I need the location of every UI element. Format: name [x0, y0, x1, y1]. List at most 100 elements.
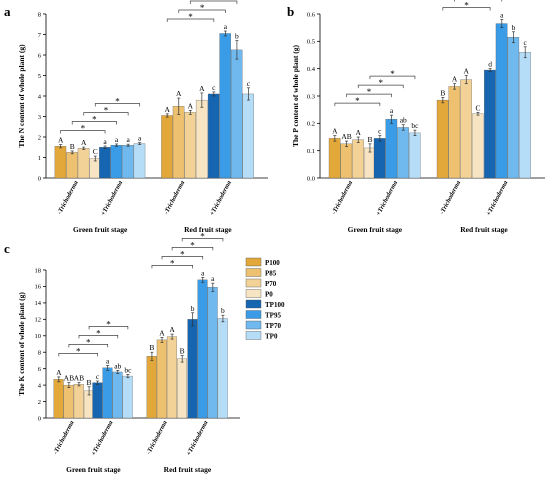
- panel-b: b 0.0 0.1 0.2 0.3 0.4 0.5 0.6 The P content of w…: [287, 0, 545, 234]
- comparison-bracket: [346, 93, 392, 98]
- y-tick-label: 0.6: [307, 11, 316, 18]
- significance-letter: A: [159, 328, 165, 337]
- treatment-label: +Trichoderma: [485, 179, 510, 217]
- significance-letter: a: [138, 134, 142, 143]
- legend: P100 P85 P70 P0 TP100 TP95 TP70 TP0: [245, 257, 285, 341]
- bar-P85: [172, 106, 185, 179]
- bar-TP0: [408, 132, 421, 179]
- y-tick-label: 0.3: [307, 93, 315, 100]
- bar-P100: [54, 146, 67, 179]
- significance-letter: B: [87, 378, 92, 387]
- bar-TP0: [133, 143, 146, 179]
- significance-letter: a: [106, 356, 110, 365]
- bar-P100: [436, 99, 449, 179]
- bar-TP0: [242, 93, 254, 179]
- significance-letter: b: [235, 32, 239, 41]
- treatment-label: +Trichoderma: [100, 179, 125, 217]
- significance-letter: C: [475, 103, 480, 112]
- legend-swatch: [245, 257, 262, 267]
- comparison-bracket: [442, 7, 491, 11]
- bar-P100: [53, 379, 64, 419]
- bar-P70: [460, 79, 472, 179]
- bar-TP95: [385, 119, 398, 179]
- bar-TP100: [92, 382, 103, 419]
- treatment-label: -Trichoderma: [52, 419, 76, 456]
- significance-letter: a: [211, 274, 215, 283]
- comparison-bracket: [189, 0, 238, 5]
- treatment-label: +Trichoderma: [375, 179, 400, 217]
- significance-letter: A: [356, 128, 362, 137]
- significance-letter: b: [191, 304, 195, 313]
- significance-letter: C: [93, 147, 98, 156]
- bar-TP70: [507, 37, 520, 179]
- bar-P85: [63, 384, 74, 419]
- significance-star: *: [180, 249, 185, 259]
- significance-letter: B: [440, 88, 445, 97]
- significance-letter: a: [500, 10, 504, 19]
- significance-letter: c: [378, 127, 382, 136]
- comparison-bracket: [71, 121, 117, 125]
- y-tick-label: 2: [38, 399, 41, 406]
- y-tick-label: 4: [38, 382, 42, 389]
- bar-TP70: [207, 287, 218, 419]
- bar-P100: [161, 115, 173, 179]
- comparison-bracket: [94, 103, 141, 107]
- significance-letter: a: [103, 137, 107, 146]
- y-tick-label: 4: [38, 93, 42, 100]
- significance-letter: a: [224, 22, 228, 31]
- significance-star: *: [170, 258, 175, 268]
- comparison-bracket: [181, 238, 224, 242]
- comparison-bracket: [334, 102, 381, 107]
- legend-label: TP100: [265, 301, 285, 309]
- significance-letter: c: [212, 83, 216, 92]
- stage-label: Red fruit stage: [184, 225, 232, 234]
- significance-letter: a: [390, 106, 394, 115]
- legend-label: P70: [265, 280, 277, 288]
- bar-P70: [73, 384, 84, 419]
- significance-letter: A: [176, 89, 182, 98]
- treatment-label: +Trichoderma: [185, 419, 210, 457]
- y-tick-label: 2: [38, 134, 41, 141]
- y-tick-label: 5: [38, 73, 41, 80]
- treatment-label: +Trichoderma: [90, 419, 115, 457]
- y-tick-label: 0.5: [307, 39, 315, 46]
- y-axis-label: The P content of whole plant (g): [291, 44, 300, 147]
- legend-label: TP0: [265, 333, 278, 341]
- comparison-bracket: [60, 130, 106, 134]
- bar-P70: [77, 148, 90, 179]
- bar-TP70: [122, 145, 134, 179]
- bar-TP95: [197, 279, 208, 419]
- bar-TP100: [207, 93, 220, 179]
- bar-TP0: [217, 318, 228, 419]
- bar-TP100: [373, 138, 386, 179]
- bar-P0: [195, 99, 208, 179]
- bar-TP95: [110, 145, 123, 179]
- treatment-label: +Trichoderma: [209, 179, 234, 217]
- comparison-bracket: [369, 75, 416, 80]
- significance-star: *: [92, 115, 97, 125]
- bar-TP70: [397, 127, 409, 179]
- treatment-label: -Trichoderma: [163, 179, 187, 216]
- comparison-bracket: [166, 18, 215, 23]
- bar-P0: [471, 113, 484, 179]
- significance-star: *: [86, 337, 91, 347]
- treatment-label: -Trichoderma: [439, 179, 463, 216]
- bar-TP95: [102, 367, 113, 419]
- bar-TP0: [122, 375, 133, 419]
- legend-swatch: [245, 331, 262, 340]
- significance-letter: A: [81, 138, 87, 147]
- significance-letter: A: [452, 75, 458, 84]
- significance-letter: b: [221, 306, 225, 315]
- significance-letter: B: [149, 343, 154, 352]
- y-tick-label: 8: [38, 11, 41, 18]
- significance-star: *: [211, 0, 216, 4]
- significance-star: *: [379, 78, 384, 88]
- comparison-bracket: [161, 256, 204, 260]
- stage-label: Red fruit stage: [460, 225, 508, 234]
- bar-P70: [184, 112, 196, 179]
- bar-TP100: [99, 147, 111, 179]
- significance-letter: c: [524, 38, 528, 47]
- legend-label: TP95: [265, 312, 281, 320]
- bar-P70: [166, 336, 177, 419]
